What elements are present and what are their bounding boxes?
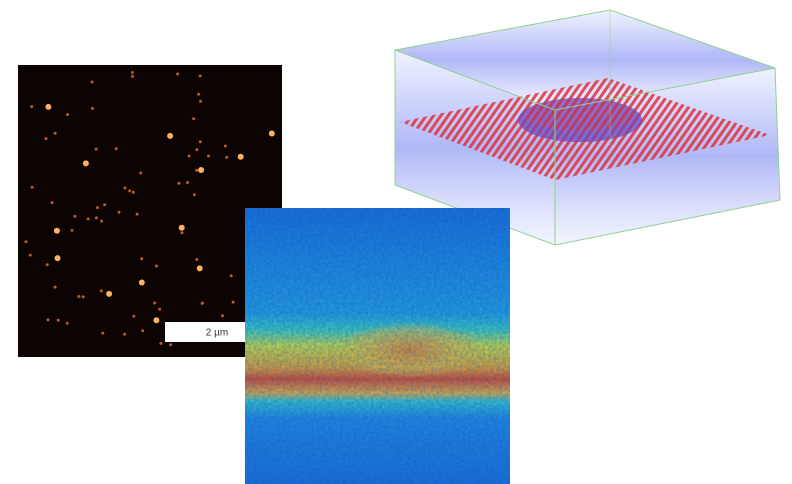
particle — [101, 332, 104, 335]
particle — [238, 154, 244, 160]
particle — [181, 231, 184, 234]
particle — [31, 186, 34, 189]
scale-bar-label: 2 µm — [206, 328, 228, 339]
particle — [139, 172, 142, 175]
particle — [132, 191, 135, 194]
particle — [57, 319, 60, 322]
particle — [188, 155, 191, 158]
particle — [45, 137, 48, 140]
particle — [193, 193, 196, 196]
particle — [103, 203, 106, 206]
particle — [91, 81, 94, 84]
particle — [100, 220, 103, 223]
particle — [139, 280, 145, 286]
page: 2 µm (() => { const data = JSON.parse(do… — [0, 0, 792, 484]
particle — [100, 289, 103, 292]
particle — [197, 93, 200, 96]
particle — [82, 295, 85, 298]
particle — [54, 228, 60, 234]
particle — [54, 286, 57, 289]
particle — [159, 342, 162, 345]
particle — [123, 186, 126, 189]
particle — [55, 255, 61, 261]
particle — [199, 74, 202, 77]
particle — [224, 145, 227, 148]
particle — [195, 258, 198, 261]
particle — [153, 302, 156, 305]
particle — [73, 215, 76, 218]
particle — [95, 216, 98, 219]
particle — [199, 140, 202, 143]
particle — [87, 218, 90, 221]
blob-surface — [525, 99, 635, 131]
particle — [232, 301, 235, 304]
particle — [47, 318, 50, 321]
particle — [91, 107, 94, 110]
heatmap — [245, 208, 510, 484]
particle — [141, 329, 144, 332]
particle — [177, 182, 180, 185]
particle — [179, 225, 185, 231]
particle — [153, 317, 159, 323]
particle — [167, 133, 173, 139]
particle — [225, 156, 228, 159]
particle — [95, 148, 98, 151]
particle — [66, 322, 69, 325]
particle — [123, 333, 126, 336]
particle — [186, 181, 189, 184]
particle — [54, 132, 57, 135]
particle — [207, 155, 210, 158]
particle — [197, 265, 203, 271]
particle — [136, 213, 139, 216]
particle — [118, 211, 121, 214]
particle — [131, 75, 134, 78]
particle — [195, 169, 198, 172]
particle — [51, 201, 54, 204]
particle — [158, 308, 161, 311]
particle — [221, 314, 224, 317]
particle — [230, 274, 233, 277]
particle — [155, 265, 158, 268]
particle — [140, 257, 143, 260]
heatmap-noise — [245, 208, 510, 484]
particle — [30, 105, 33, 108]
particle — [25, 240, 28, 243]
particle — [96, 206, 99, 209]
particle — [169, 343, 172, 346]
particle — [46, 263, 49, 266]
particle — [192, 117, 195, 120]
particle — [83, 160, 89, 166]
particle — [199, 100, 202, 103]
particle — [132, 315, 135, 318]
particle — [45, 104, 51, 110]
particle — [66, 113, 69, 116]
fluorescence-image — [18, 65, 282, 357]
particle — [71, 229, 74, 232]
particle — [77, 295, 80, 298]
particle — [115, 147, 118, 150]
particle — [198, 167, 204, 173]
particle — [29, 254, 32, 257]
particle — [176, 73, 179, 76]
particle — [128, 189, 131, 192]
particle — [131, 71, 134, 74]
particle — [106, 291, 112, 297]
particle — [201, 302, 204, 305]
particle — [269, 131, 275, 137]
scene: 2 µm — [0, 0, 792, 484]
particle — [195, 148, 198, 151]
